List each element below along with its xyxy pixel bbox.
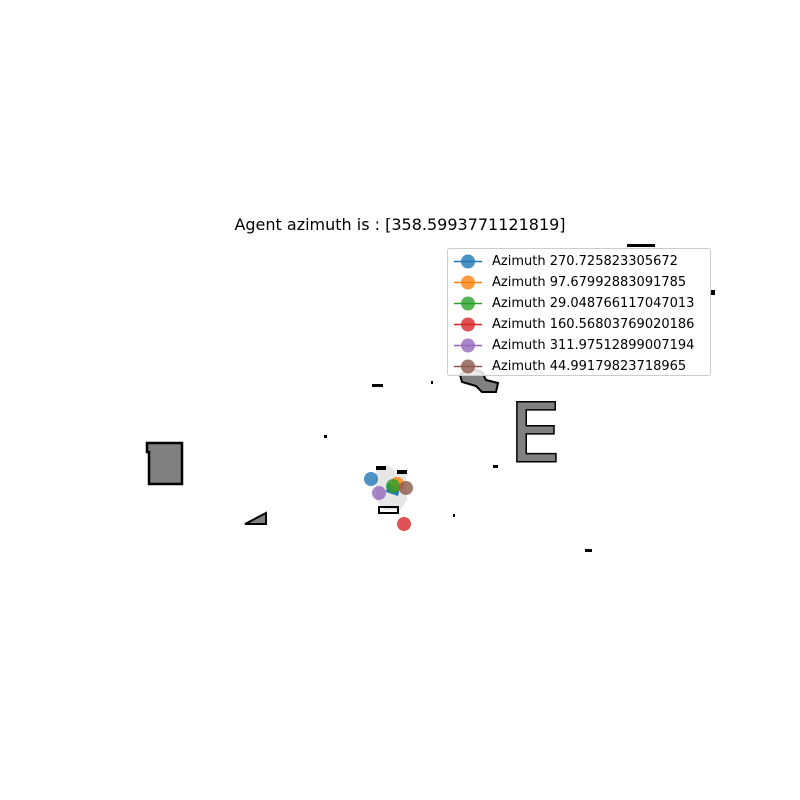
landmark-letter: E	[510, 387, 561, 480]
legend-item: Azimuth 97.67992883091785	[448, 272, 710, 293]
legend: Azimuth 270.725823305672 Azimuth 97.6799…	[447, 248, 711, 376]
azimuth-marker-160	[397, 517, 411, 531]
obstacle-dot	[324, 435, 327, 438]
obstacle-triangle	[244, 511, 267, 525]
legend-marker	[454, 296, 482, 311]
plot-title: Agent azimuth is : [358.5993771121819]	[234, 215, 566, 234]
legend-label: Azimuth 29.048766117047013	[492, 296, 695, 311]
legend-marker	[454, 317, 482, 332]
obstacle-dot	[453, 514, 455, 517]
obstacle-dash	[372, 384, 383, 387]
legend-marker	[454, 338, 482, 353]
azimuth-marker-29	[386, 479, 400, 493]
obstacle-block-left	[145, 441, 184, 486]
azimuth-markers	[364, 472, 413, 531]
obstacle-top-right	[627, 244, 655, 247]
legend-label: Azimuth 97.67992883091785	[492, 275, 687, 290]
legend-label: Azimuth 270.725823305672	[492, 254, 678, 269]
legend-label: Azimuth 311.97512899007194	[492, 338, 695, 353]
legend-marker	[454, 359, 482, 374]
legend-item: Azimuth 44.99179823718965	[448, 356, 710, 377]
azimuth-marker-270	[364, 472, 378, 486]
legend-item: Azimuth 311.97512899007194	[448, 335, 710, 356]
obstacle-dot	[431, 381, 433, 384]
legend-item: Azimuth 160.56803769020186	[448, 314, 710, 335]
obstacle-dot	[711, 290, 715, 295]
legend-item: Azimuth 270.725823305672	[448, 251, 710, 272]
azimuth-marker-311	[372, 486, 386, 500]
obstacle-dot	[493, 465, 498, 468]
azimuth-marker-44	[399, 481, 413, 495]
legend-label: Azimuth 44.99179823718965	[492, 359, 687, 374]
legend-marker	[454, 275, 482, 290]
obstacle-dash	[585, 549, 592, 552]
legend-item: Azimuth 29.048766117047013	[448, 293, 710, 314]
legend-marker	[454, 254, 482, 269]
legend-label: Azimuth 160.56803769020186	[492, 317, 695, 332]
